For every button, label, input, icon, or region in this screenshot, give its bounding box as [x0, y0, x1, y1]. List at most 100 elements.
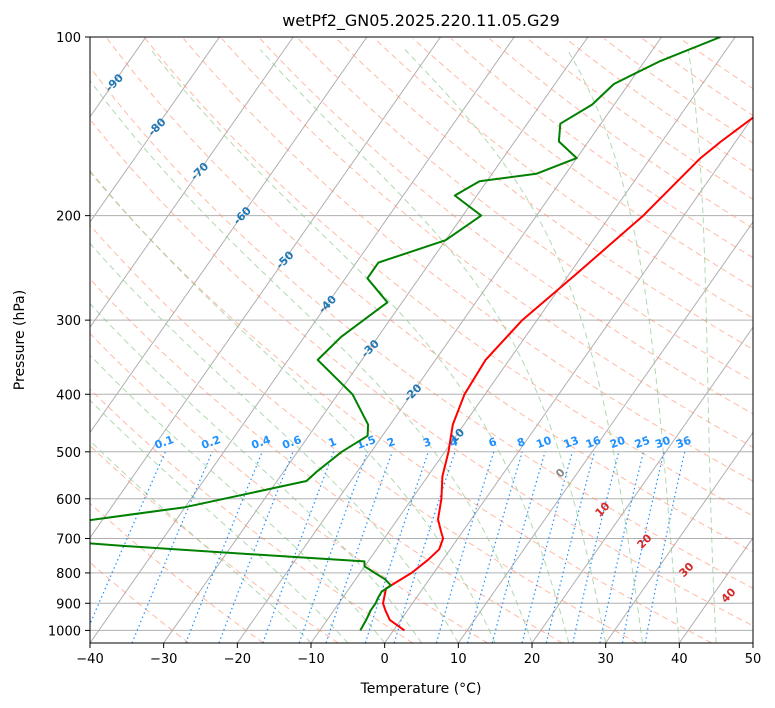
wet-bulb-label: 20: [635, 531, 655, 551]
mixing-ratio-label: 3: [421, 435, 433, 450]
dry-adiabat: [450, 38, 753, 259]
dewpoint-profile: [90, 37, 721, 631]
moist-adiabat: [90, 170, 496, 643]
mixing-ratio-label: 30: [653, 434, 672, 452]
x-axis-ticks: −40 −30 −20 −10 0 10 20 30 40 50: [76, 643, 761, 667]
y-tick-label: 900: [56, 597, 81, 612]
moist-adiabat: [90, 440, 312, 643]
isotherm-line: [678, 536, 753, 643]
moist-adiabat: [90, 242, 459, 643]
x-tick-label: 0: [381, 652, 389, 667]
profile-lines: [90, 37, 753, 632]
y-tick-label: 1000: [48, 624, 81, 639]
moist-adiabat: [90, 354, 386, 643]
isotherm-line: [457, 221, 753, 643]
dry-adiabat: [106, 38, 753, 553]
y-tick-label: 200: [56, 210, 81, 225]
dry-adiabat: [90, 388, 414, 643]
isotherm-label: -90: [103, 71, 126, 94]
dry-adiabat: [489, 38, 753, 229]
mixing-ratio-label: 16: [584, 434, 603, 452]
wet-bulb-label: 40: [719, 585, 739, 605]
x-tick-label: 50: [745, 652, 762, 667]
y-tick-label: 700: [56, 533, 81, 548]
mixing-ratio-line: [185, 451, 263, 643]
mixing-ratio-line: [466, 451, 523, 643]
temperature-profile: [382, 116, 753, 632]
isotherm-label: -50: [273, 248, 296, 271]
x-axis-label: Temperature (°C): [360, 681, 482, 697]
isotherm-label: -30: [359, 337, 382, 360]
y-tick-label: 500: [56, 446, 81, 461]
isotherm-line: [90, 37, 368, 434]
dry-adiabat: [90, 332, 488, 643]
isotherm-line: [163, 37, 589, 643]
mixing-ratio-line: [599, 451, 645, 643]
mixing-ratio-line: [298, 451, 368, 643]
mixing-ratio-label: 36: [674, 434, 693, 452]
mixing-ratio-line: [262, 451, 335, 643]
mixing-ratio-line: [521, 451, 573, 643]
isotherm-line: [0, 37, 72, 643]
mixing-ratio-label: 0.1: [153, 433, 176, 452]
dry-adiabat: [90, 118, 753, 627]
isotherm-label: -40: [316, 293, 339, 316]
y-tick-label: 300: [56, 314, 81, 329]
plot-frame: [89, 36, 754, 644]
moist-adiabat: [90, 303, 422, 643]
dry-adiabat: [297, 38, 753, 382]
mixing-ratio-label: 8: [515, 435, 527, 450]
chart-title: wetPf2_GN05.2025.220.11.05.G29: [282, 11, 560, 31]
y-tick-label: 100: [56, 31, 81, 46]
y-tick-label: 800: [56, 567, 81, 582]
isotherm-line: [384, 115, 753, 643]
dry-adiabat: [90, 444, 339, 643]
isotherm-label: -20: [401, 381, 424, 404]
moist-adiabat: [90, 79, 533, 643]
mixing-ratio-line: [218, 451, 294, 643]
isotherm-line: [90, 37, 220, 223]
mixing-ratio-label: 4: [448, 435, 460, 450]
y-axis-ticks: 100 200 300 400 500 600 700 800 900 1000: [48, 31, 90, 639]
mixing-ratio-line: [325, 451, 393, 643]
dry-adiabat: [336, 38, 753, 351]
x-tick-label: 40: [671, 652, 688, 667]
isotherm-line: [752, 642, 753, 643]
isotherm-line: [90, 37, 515, 643]
mixing-ratio-label: 10: [534, 434, 553, 452]
dry-adiabat: [183, 38, 753, 482]
mixing-ratio-label: 1: [327, 435, 339, 450]
isotherm-label: -10: [444, 425, 467, 448]
y-axis-label: Pressure (hPa): [12, 290, 28, 390]
dry-adiabat: [221, 38, 753, 448]
x-tick-label: −40: [76, 652, 103, 667]
mixing-ratio-label: 20: [608, 434, 627, 452]
dry-adiabat: [412, 38, 753, 289]
mixing-ratio-line: [491, 451, 546, 643]
mixing-ratio-label: 13: [562, 434, 581, 451]
mixing-ratio-label: 0.2: [200, 433, 223, 452]
mixing-ratio-line: [435, 451, 495, 643]
dry-adiabat: [90, 502, 264, 643]
mixing-ratio-label: 6: [487, 435, 499, 450]
mixing-ratio-label: 1.5: [355, 433, 378, 452]
moist-adiabat: [150, 49, 570, 643]
mixing-ratio-line: [621, 451, 665, 643]
mixing-ratio-label: 0.4: [250, 433, 273, 452]
dry-adiabat: [374, 38, 753, 319]
isotherm-label: -60: [231, 204, 254, 227]
background-labels: 0.1 0.2 0.4 0.6 1 1.5 2 3 4 6 8 10 13 16 20 25 30 36-100-…: [103, 71, 739, 606]
moist-adiabat: [566, 49, 680, 643]
isotherm-line: [531, 326, 753, 643]
dry-adiabat: [90, 66, 753, 589]
dry-adiabat: [90, 278, 563, 643]
isotherm-label: -70: [188, 160, 211, 183]
dry-adiabat: [90, 171, 712, 643]
isotherm-line: [90, 37, 441, 539]
x-tick-label: −30: [150, 652, 177, 667]
dry-adiabat: [527, 38, 753, 200]
x-tick-label: −20: [224, 652, 251, 667]
mixing-ratio-label: 25: [633, 434, 652, 451]
moist-adiabat: [259, 49, 607, 643]
mixing-ratio-line: [644, 451, 686, 643]
